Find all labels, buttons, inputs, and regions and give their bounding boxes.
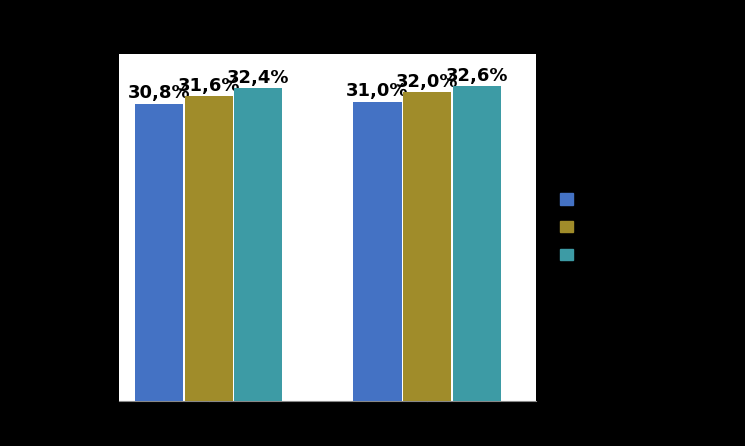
Text: 30,8%: 30,8% xyxy=(127,84,190,102)
Text: 32,0%: 32,0% xyxy=(396,73,458,91)
Text: 32,6%: 32,6% xyxy=(446,67,508,85)
Text: 31,0%: 31,0% xyxy=(346,83,409,100)
Bar xyxy=(234,88,282,401)
Bar xyxy=(453,87,501,401)
Legend: , , : , , xyxy=(560,193,577,262)
Text: 32,4%: 32,4% xyxy=(227,69,290,87)
Bar xyxy=(403,92,451,401)
Text: 31,6%: 31,6% xyxy=(177,77,240,95)
Bar xyxy=(185,96,232,401)
Bar xyxy=(353,102,402,401)
Bar xyxy=(135,104,183,401)
